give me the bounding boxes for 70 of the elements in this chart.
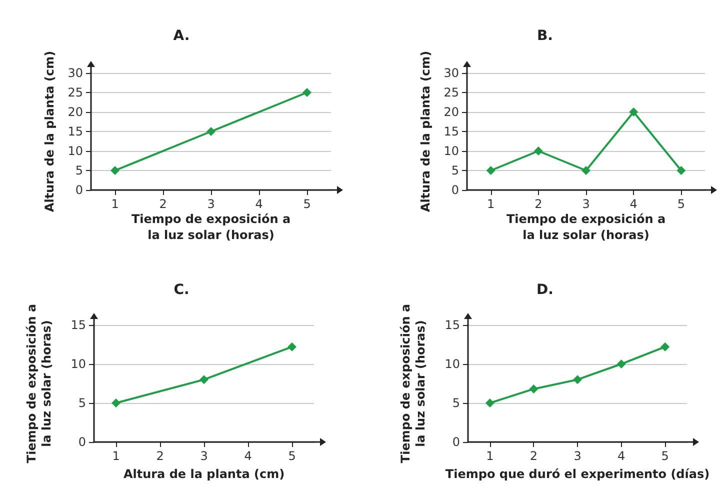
y-tick-label: 15 — [444, 318, 460, 332]
point — [629, 108, 638, 116]
x-tick-label: 1 — [111, 197, 119, 211]
x-axis-title: Tiempo que duró el experimento (días) — [445, 467, 710, 481]
x-tick-label: 5 — [303, 197, 311, 211]
x-tick-label: 2 — [159, 197, 167, 211]
point — [302, 88, 312, 97]
x-tick-label: 1 — [486, 197, 495, 211]
y-tick-label: 25 — [444, 86, 459, 100]
y-tick-label: 20 — [444, 105, 459, 119]
point — [534, 146, 543, 156]
chart-title: C. — [174, 282, 190, 298]
y-tick-label: 5 — [75, 164, 83, 178]
chart-title: D. — [536, 282, 554, 298]
y-axis-title: Altura de la planta (cm) — [42, 50, 56, 212]
y-tick-label: 5 — [78, 396, 86, 410]
y-tick-label: 5 — [452, 396, 460, 410]
x-axis-title: Tiempo de exposición a la luz solar (horas) — [131, 212, 291, 242]
point — [288, 342, 296, 352]
x-tick-label: 5 — [288, 449, 296, 463]
y-tick-label: 0 — [452, 435, 460, 449]
x-tick-label: 3 — [200, 449, 208, 463]
y-axis-title: Tiempo de exposición a la luz solar (horas) — [398, 304, 428, 464]
y-tick-label: 15 — [444, 124, 459, 138]
y-axis-title: Tiempo de exposición a la luz solar (horas) — [24, 304, 54, 464]
x-tick-label: 5 — [661, 449, 669, 463]
x-tick-label: 2 — [156, 449, 164, 463]
x-tick-label: 4 — [255, 197, 263, 211]
y-tick-label: 10 — [444, 144, 459, 158]
x-tick-label: 3 — [207, 197, 215, 211]
point — [110, 166, 120, 175]
y-tick-label: 20 — [68, 105, 83, 119]
x-tick-label: 1 — [486, 449, 494, 463]
x-tick-label: 4 — [617, 449, 626, 463]
x-tick-label: 3 — [582, 197, 590, 211]
point — [485, 398, 494, 408]
point — [486, 166, 496, 175]
x-tick-label: 2 — [530, 449, 538, 463]
chart-title: B. — [537, 28, 553, 44]
x-axis-title: Tiempo de exposición a la luz solar (horas) — [506, 212, 666, 242]
y-tick-label: 30 — [444, 66, 459, 80]
y-tick-label: 10 — [444, 357, 460, 371]
point — [206, 127, 216, 136]
x-tick-label: 4 — [244, 449, 252, 463]
x-tick-label: 2 — [534, 197, 542, 211]
y-tick-label: 10 — [68, 144, 83, 158]
y-axis-title: Altura de la planta (cm) — [418, 50, 432, 212]
point — [573, 375, 582, 384]
x-axis-title: Altura de la planta (cm) — [123, 467, 285, 481]
point — [676, 166, 686, 175]
chart-title: A. — [173, 28, 190, 44]
y-tick-label: 5 — [451, 164, 459, 178]
y-tick-label: 10 — [70, 357, 86, 371]
x-tick-label: 3 — [574, 449, 582, 463]
point — [200, 375, 208, 384]
y-tick-label: 15 — [68, 124, 83, 138]
y-tick-label: 0 — [75, 183, 83, 197]
y-tick-label: 15 — [70, 318, 86, 332]
y-tick-label: 0 — [451, 183, 459, 197]
point — [582, 166, 590, 175]
x-tick-label: 5 — [677, 197, 686, 211]
point — [112, 398, 120, 408]
point — [616, 360, 626, 368]
y-tick-label: 25 — [68, 86, 83, 100]
x-tick-label: 4 — [630, 197, 638, 211]
point — [529, 384, 538, 394]
x-tick-label: 1 — [112, 449, 120, 463]
y-tick-label: 0 — [78, 435, 86, 449]
point — [660, 342, 670, 352]
y-tick-label: 30 — [68, 66, 83, 80]
